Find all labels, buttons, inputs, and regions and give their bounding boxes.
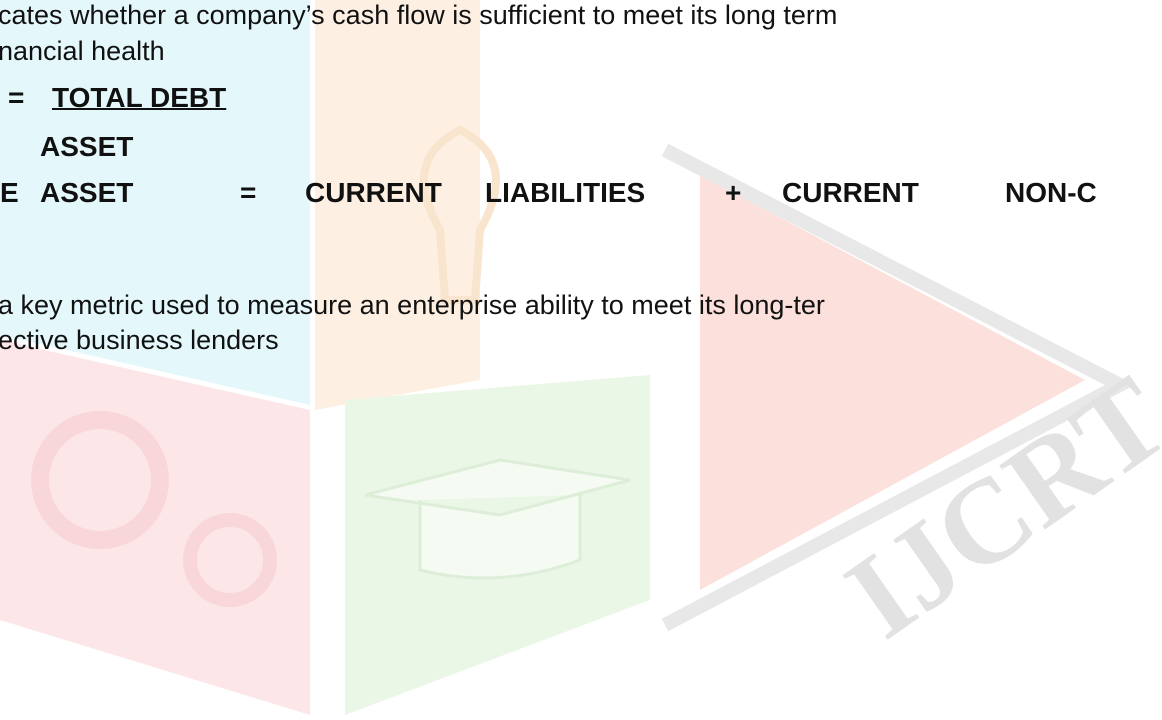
paragraph-line: ective business lenders (0, 327, 279, 354)
page: IJCRT cates whether a company’s cash flo… (0, 0, 1162, 720)
text-line: nancial health (0, 38, 165, 65)
formula-prefix: = (8, 84, 24, 112)
definition-word: CURRENT (305, 179, 442, 207)
formula-numerator: TOTAL DEBT (52, 84, 226, 112)
text-line: cates whether a company’s cash flow is s… (0, 2, 837, 29)
definition-word: LIABILITIES (485, 179, 645, 207)
definition-word: + (725, 179, 741, 207)
definition-word: ASSET (40, 179, 133, 207)
definition-word: E (0, 179, 19, 207)
definition-word: CURRENT (782, 179, 919, 207)
definition-word: NON-C (1005, 179, 1097, 207)
formula-denominator: ASSET (40, 133, 133, 161)
paragraph-line: a key metric used to measure an enterpri… (0, 292, 825, 319)
definition-word: = (240, 179, 256, 207)
